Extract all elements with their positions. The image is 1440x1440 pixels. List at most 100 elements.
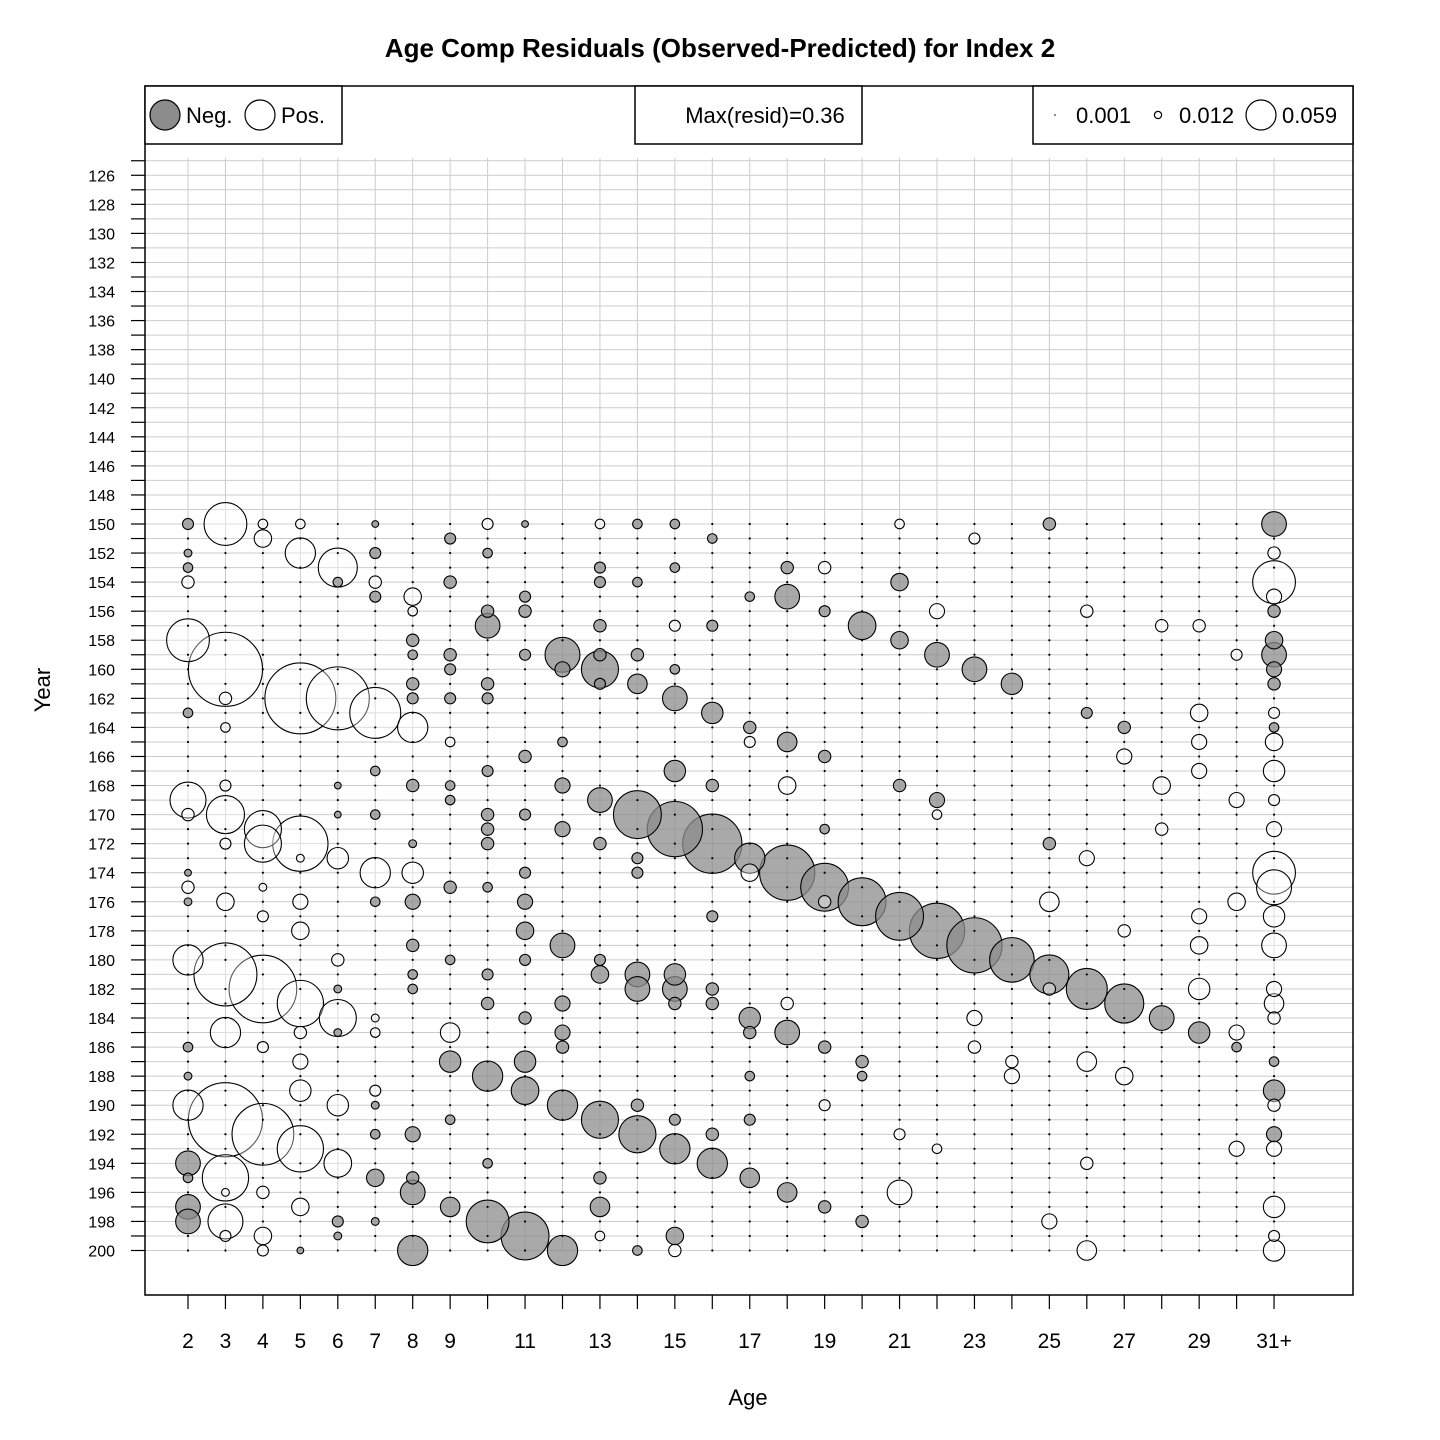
bubble-minimal (673, 1089, 676, 1092)
bubble-negative (855, 1054, 869, 1069)
bubble-minimal (1235, 1089, 1238, 1092)
bubble-negative (407, 983, 419, 995)
bubble-minimal (786, 1205, 789, 1209)
bubble-minimal (336, 682, 339, 685)
bubble-minimal (823, 1118, 826, 1121)
bubble-minimal (486, 987, 489, 991)
bubble-minimal (224, 610, 227, 613)
bubble-minimal (935, 842, 939, 845)
bubble-minimal (935, 944, 939, 947)
bubble-minimal (1010, 798, 1014, 802)
bubble-minimal (374, 1191, 377, 1194)
bubble-positive (1252, 560, 1296, 605)
bubble-minimal (823, 1249, 826, 1252)
bubble-minimal (861, 813, 864, 816)
bubble-negative (776, 731, 798, 753)
bubble-minimal (299, 711, 302, 714)
bubble-minimal (1048, 1191, 1051, 1194)
bubble-positive (1191, 733, 1208, 751)
bubble-positive (257, 518, 269, 530)
bubble-minimal (336, 828, 339, 831)
bubble-minimal (786, 798, 789, 802)
bubble-minimal (299, 726, 302, 729)
bubble-minimal (299, 813, 302, 816)
bubble-minimal (561, 755, 564, 758)
bubble-minimal (449, 828, 452, 831)
bubble-minimal (898, 668, 901, 671)
bubble-minimal (186, 929, 190, 932)
bubble-minimal (711, 944, 714, 947)
bubble-minimal (636, 1147, 639, 1150)
bubble-minimal (1048, 595, 1051, 598)
bubble-minimal (523, 1176, 527, 1179)
bubble-negative (555, 1040, 570, 1054)
bubble-minimal (711, 798, 714, 802)
bubble-minimal (224, 1089, 227, 1092)
bubble-minimal (598, 1016, 602, 1020)
bubble-minimal (486, 1031, 489, 1034)
bubble-minimal (449, 1162, 452, 1165)
bubble-minimal (1198, 581, 1201, 584)
bubble-minimal (299, 973, 302, 976)
bubble-negative (928, 791, 946, 809)
bubble-minimal (186, 624, 190, 627)
y-tick-label: 182 (88, 982, 115, 999)
bubble-minimal (336, 915, 339, 918)
bubble-minimal (1048, 798, 1051, 802)
bubble-minimal (411, 1075, 414, 1078)
bubble-minimal (1160, 1191, 1163, 1194)
bubble-minimal (973, 857, 976, 860)
bubble-minimal (973, 1205, 976, 1209)
bubble-minimal (561, 1060, 564, 1063)
bubble-minimal (224, 624, 227, 627)
bubble-minimal (561, 1147, 564, 1150)
bubble-minimal (935, 900, 939, 903)
bubble-minimal (786, 973, 789, 976)
bubble-minimal (561, 929, 564, 932)
bubble-minimal (898, 1060, 901, 1063)
bubble-minimal (1048, 1147, 1051, 1150)
bubble-minimal (823, 798, 826, 802)
bubble-minimal (748, 828, 751, 831)
bubble-minimal (861, 1031, 864, 1034)
bubble-negative (618, 1115, 657, 1154)
bubble-minimal (336, 1045, 339, 1049)
bubble-minimal (561, 987, 564, 991)
bubble-minimal (673, 1133, 676, 1136)
bubble-negative (630, 1098, 645, 1112)
bubble-minimal (861, 1089, 864, 1092)
bubble-minimal (636, 697, 639, 700)
bubble-positive (407, 605, 419, 617)
bubble-minimal (1085, 522, 1088, 526)
bubble-minimal (748, 1104, 751, 1107)
bubble-minimal (224, 1147, 227, 1150)
bubble-positive (258, 882, 268, 892)
bubble-minimal (973, 973, 976, 976)
bubble-minimal (1160, 711, 1163, 714)
bubble-minimal (224, 1075, 227, 1078)
bubble-minimal (711, 668, 714, 671)
bubble-minimal (935, 1176, 939, 1179)
bubble-negative (1000, 672, 1024, 696)
bubble-minimal (748, 1191, 751, 1194)
bubble-minimal (711, 566, 714, 569)
bubble-minimal (336, 1176, 339, 1179)
bubble-minimal (748, 915, 751, 918)
x-axis: 2 3 4 5 6 7 8 9 11 13 15 17 19 21 23 25 27 29 31+ (182, 1295, 1292, 1353)
bubble-minimal (935, 784, 939, 787)
bubble-minimal (636, 740, 639, 744)
bubble-negative (333, 781, 342, 790)
bubble-minimal (935, 857, 939, 860)
bubble-minimal (673, 813, 676, 816)
bubble-minimal (374, 697, 377, 700)
bubble-negative (370, 1100, 380, 1110)
bubble-negative (182, 707, 194, 719)
bubble-minimal (861, 1016, 864, 1020)
x-tick-label: 5 (295, 1330, 307, 1353)
bubble-minimal (261, 726, 264, 729)
bubble-minimal (1085, 842, 1088, 845)
bubble-minimal (224, 1162, 227, 1165)
bubble-minimal (299, 1162, 302, 1165)
bubble-minimal (861, 1002, 864, 1005)
